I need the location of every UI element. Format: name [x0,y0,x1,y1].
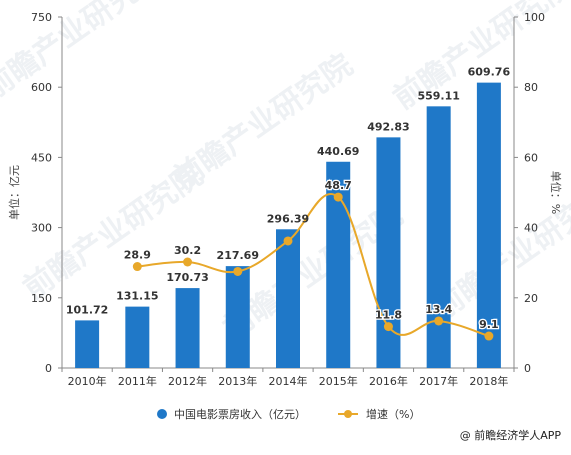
watermark-text: 前瞻产业研究院 [0,0,169,107]
bar-value-label: 296.39 [267,212,309,225]
x-tick-label: 2012年 [168,374,207,388]
x-tick-label: 2010年 [68,374,107,388]
legend-label-bar: 中国电影票房收入（亿元） [174,407,306,421]
y-left-tick-label: 300 [31,222,52,235]
bar-value-label: 131.15 [116,290,158,303]
bar [426,106,451,368]
bar [125,306,150,368]
y-right-tick-label: 40 [524,222,538,235]
y-left-tick-label: 600 [31,81,52,94]
line-point [132,262,142,272]
y-right-axis-title: 单位：% [549,171,563,214]
y-right-tick-label: 0 [524,362,531,375]
legend-marker-line-point [344,410,352,418]
x-tick-label: 2013年 [218,374,257,388]
legend-marker-bar [157,409,167,419]
line-value-label: 11.8 [375,309,402,322]
y-left-tick-label: 150 [31,292,52,305]
bar [75,320,100,368]
axes-layer: 0 150 300 450 600 750 0 20 40 60 80 100 单位：亿元 单位：% 201… [7,11,563,388]
x-tick-label: 2017年 [419,374,458,388]
legend-label-line: 增速（%） [366,407,420,421]
bar-value-label: 492.83 [367,120,409,133]
y-left-tick-label: 0 [45,362,52,375]
x-tick-label: 2016年 [369,374,408,388]
y-left-tick-label: 750 [31,11,52,24]
line-value-label: 13.4 [425,303,452,316]
source-note: @ 前瞻经济学人APP [459,429,561,442]
line-point [484,331,494,341]
line-point [233,266,243,276]
line-point [434,316,444,326]
line-point [333,192,343,202]
bar [276,229,300,368]
bar-value-label: 609.76 [468,66,511,79]
legend: 中国电影票房收入（亿元） 增速（%） [157,407,420,421]
bar-value-label: 440.69 [317,145,359,158]
line-point [183,257,193,267]
line-value-label: 28.9 [124,249,151,262]
bar-value-label: 101.72 [66,303,108,316]
x-tick-label: 2015年 [319,374,358,388]
y-left-tick-label: 450 [31,151,52,164]
y-right-tick-label: 80 [524,81,538,94]
data-labels: 101.72 131.15 170.73 217.69 296.39 440.69 492.… [66,66,511,333]
bar [476,82,501,368]
line-value-label: 9.1 [479,318,499,331]
line-value-label: 48.7 [325,179,352,192]
bar-value-label: 170.73 [166,271,208,284]
bar [175,288,200,368]
y-right-tick-label: 60 [524,151,538,164]
bar-value-label: 559.11 [417,89,459,102]
y-right-tick-label: 20 [524,292,538,305]
x-tick-label: 2014年 [269,374,308,388]
line-path [137,193,490,338]
y-right-tick-label: 100 [524,11,545,24]
line-point [383,322,393,332]
line-value-label: 30.2 [174,244,201,257]
y-left-axis-title: 单位：亿元 [7,165,21,220]
x-tick-label: 2011年 [118,374,157,388]
bar-value-label: 217.69 [217,249,259,262]
x-tick-label: 2018年 [469,374,508,388]
bar [225,266,250,368]
line-point [283,236,293,246]
line-series [132,192,494,341]
